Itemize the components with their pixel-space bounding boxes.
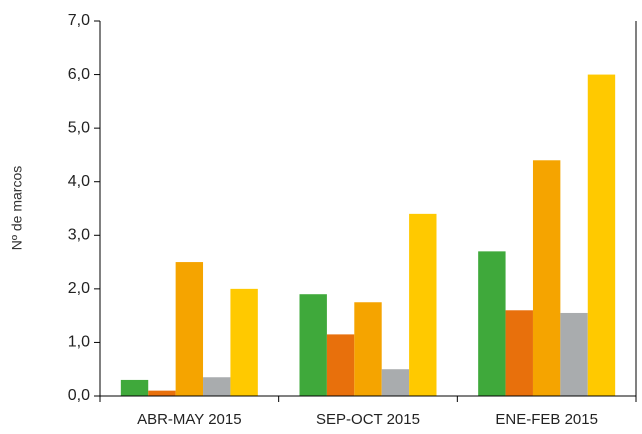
bar [532,160,561,396]
bar [381,369,410,396]
y-tick-label: 6,0 [68,66,90,83]
bar [203,377,231,396]
bar [230,288,258,396]
bar [326,334,355,396]
bar [409,213,437,396]
bar [299,294,327,396]
y-tick-label: 7,0 [68,12,90,29]
x-tick-label: SEP-OCT 2015 [316,411,420,428]
bar [505,310,533,396]
bar [587,74,616,397]
bar [560,312,588,396]
y-tick-label: 2,0 [68,280,90,297]
y-tick-label: 1,0 [68,334,90,351]
x-tick-label: ABR-MAY 2015 [137,411,242,428]
bar [478,251,506,396]
bar [175,262,204,396]
y-tick-label: 4,0 [68,173,90,190]
y-axis-label: Nº de marcos [9,166,25,250]
x-tick-label: ENE-FEB 2015 [495,411,598,428]
y-tick-label: 3,0 [68,227,90,244]
bar [354,302,382,396]
bar [120,379,149,396]
bar [148,390,176,396]
y-tick-label: 5,0 [68,119,90,136]
y-tick-label: 0,0 [68,387,90,404]
